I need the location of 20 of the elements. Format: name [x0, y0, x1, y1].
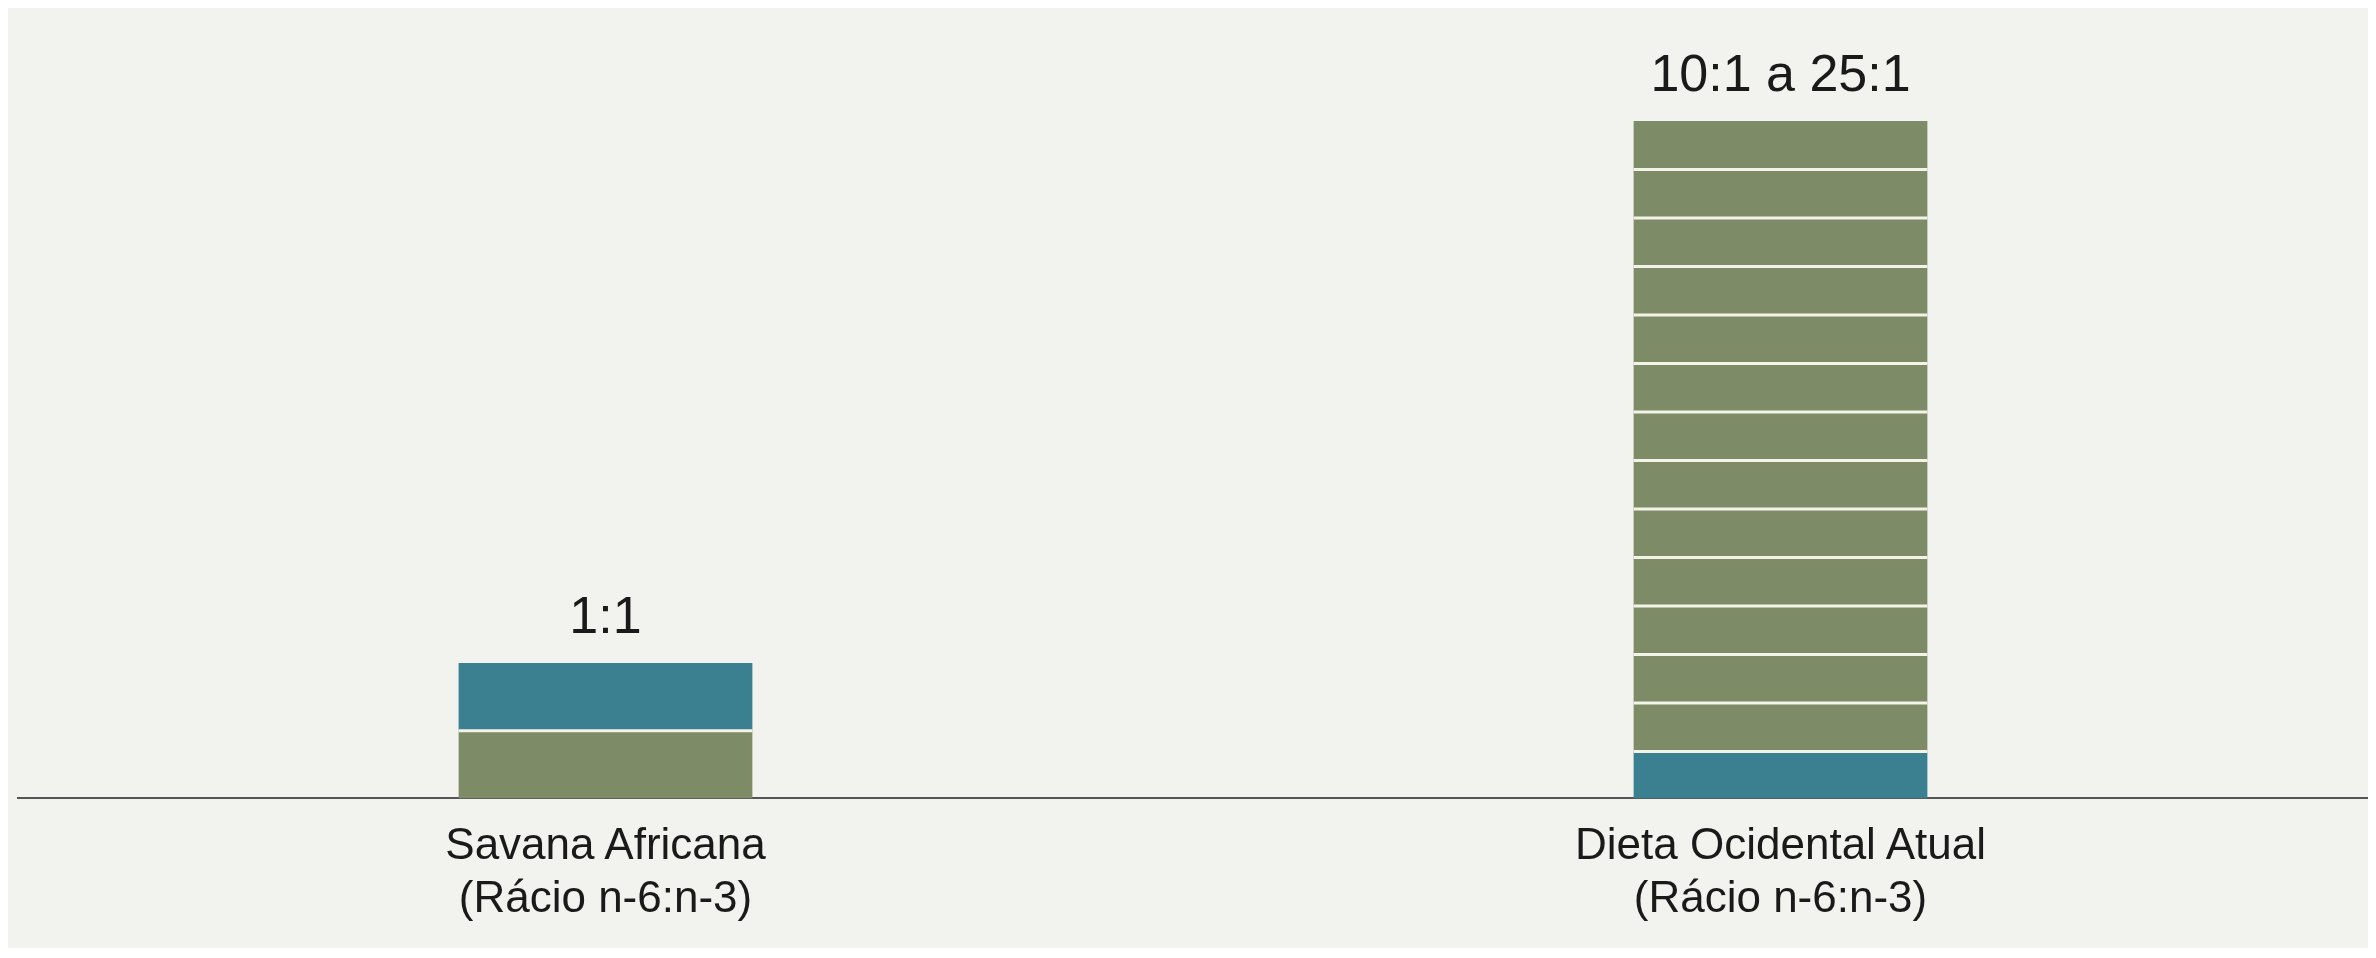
total-label: 10:1 a 25:1	[1650, 44, 1911, 103]
bar	[458, 662, 753, 731]
x-tick-label: Dieta Ocidental Atual (Rácio n-6:n-3)	[1575, 818, 1986, 921]
bar	[1633, 557, 1928, 607]
bar	[1633, 169, 1928, 218]
bar	[1633, 315, 1928, 364]
bar	[1633, 460, 1928, 510]
bar	[458, 730, 753, 799]
total-label: 1:1	[569, 586, 642, 645]
bar	[1633, 412, 1928, 461]
bar	[1633, 654, 1928, 704]
bar	[1633, 121, 1928, 170]
bar	[1633, 703, 1928, 752]
bar	[1633, 509, 1928, 558]
bar	[1633, 266, 1928, 316]
bar	[1633, 606, 1928, 655]
bar	[1633, 218, 1928, 267]
x-tick-label: Savana Africana (Rácio n-6:n-3)	[445, 818, 767, 921]
bar	[1633, 751, 1928, 799]
bar	[1633, 363, 1928, 413]
